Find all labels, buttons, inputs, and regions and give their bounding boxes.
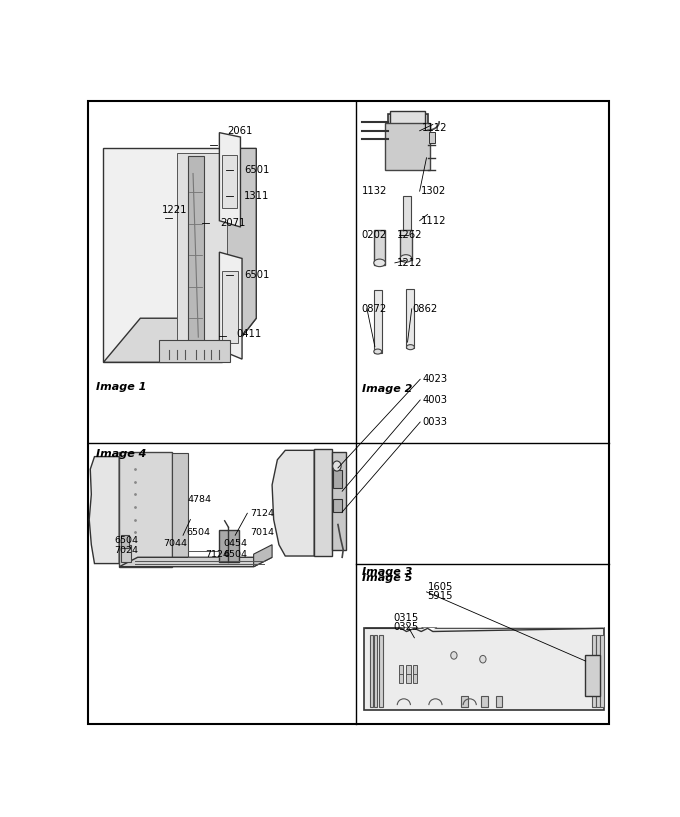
- Bar: [600, 635, 604, 707]
- Text: Image 4: Image 4: [95, 449, 146, 459]
- Polygon shape: [220, 252, 242, 359]
- Text: 0033: 0033: [422, 417, 447, 427]
- Text: Image 2: Image 2: [362, 384, 412, 395]
- Text: 1212: 1212: [397, 258, 422, 268]
- Text: 1132: 1132: [362, 186, 387, 196]
- Bar: [220, 529, 239, 562]
- Text: 4784: 4784: [188, 495, 211, 504]
- Polygon shape: [89, 457, 119, 564]
- Bar: [388, 114, 428, 167]
- Text: 0325: 0325: [394, 622, 419, 632]
- Text: 0315: 0315: [394, 614, 419, 623]
- Bar: [481, 696, 488, 707]
- Text: 2061: 2061: [227, 126, 253, 136]
- Text: Image 5: Image 5: [362, 573, 412, 583]
- Bar: [222, 154, 237, 208]
- Text: 0454: 0454: [223, 539, 247, 548]
- Bar: [413, 666, 417, 675]
- Text: 0872: 0872: [362, 304, 387, 314]
- Text: 1311: 1311: [244, 190, 269, 200]
- Ellipse shape: [374, 349, 381, 354]
- Polygon shape: [103, 318, 256, 362]
- Bar: [370, 635, 373, 707]
- Bar: [364, 627, 604, 709]
- Polygon shape: [332, 452, 346, 550]
- Polygon shape: [364, 627, 604, 632]
- Bar: [585, 654, 600, 696]
- Ellipse shape: [374, 259, 386, 266]
- Bar: [592, 635, 596, 707]
- Text: 0862: 0862: [413, 304, 438, 314]
- Text: 1605: 1605: [428, 583, 453, 592]
- Text: 7044: 7044: [163, 539, 187, 548]
- Text: 5915: 5915: [428, 592, 453, 601]
- Bar: [400, 230, 412, 261]
- Text: 7024: 7024: [114, 547, 138, 556]
- Text: 7124: 7124: [205, 550, 229, 559]
- Bar: [333, 471, 342, 488]
- Polygon shape: [254, 545, 272, 567]
- Bar: [374, 290, 381, 353]
- Polygon shape: [188, 156, 203, 350]
- Bar: [596, 635, 600, 707]
- Bar: [379, 635, 383, 707]
- Ellipse shape: [400, 255, 412, 262]
- Bar: [374, 230, 386, 265]
- Text: 6504: 6504: [186, 528, 210, 537]
- Polygon shape: [119, 452, 172, 567]
- Bar: [374, 635, 377, 707]
- Bar: [121, 535, 129, 548]
- Bar: [403, 195, 411, 230]
- Bar: [461, 696, 468, 707]
- Bar: [407, 666, 411, 675]
- Text: 1302: 1302: [421, 186, 447, 196]
- Bar: [398, 666, 403, 675]
- Text: Image 1: Image 1: [95, 382, 146, 392]
- Text: 7124: 7124: [250, 509, 274, 518]
- Text: 0411: 0411: [237, 329, 262, 339]
- Bar: [386, 123, 430, 171]
- Text: 6504: 6504: [114, 536, 138, 545]
- Text: 0202: 0202: [362, 230, 387, 240]
- Polygon shape: [272, 450, 314, 556]
- Bar: [390, 110, 426, 139]
- Bar: [496, 696, 502, 707]
- Bar: [158, 340, 230, 362]
- Text: 6501: 6501: [244, 165, 269, 175]
- Circle shape: [333, 461, 341, 471]
- Polygon shape: [103, 149, 222, 362]
- Text: 1262: 1262: [397, 230, 422, 240]
- Bar: [413, 674, 417, 683]
- Bar: [121, 545, 131, 562]
- Ellipse shape: [407, 345, 414, 350]
- Bar: [333, 499, 342, 512]
- Text: 2071: 2071: [220, 217, 245, 228]
- Circle shape: [451, 652, 457, 659]
- Text: 1112: 1112: [421, 216, 447, 225]
- Text: 6504: 6504: [223, 550, 247, 559]
- Bar: [407, 674, 411, 683]
- Text: 6501: 6501: [244, 270, 269, 280]
- Bar: [222, 271, 238, 343]
- Polygon shape: [220, 132, 241, 227]
- Bar: [398, 674, 403, 683]
- Polygon shape: [119, 557, 272, 567]
- Text: Image 3: Image 3: [362, 567, 412, 577]
- Polygon shape: [177, 154, 227, 353]
- Bar: [428, 132, 435, 143]
- Text: 4023: 4023: [422, 374, 447, 384]
- Polygon shape: [314, 449, 332, 556]
- Text: 4003: 4003: [422, 395, 447, 405]
- Text: 7014: 7014: [250, 528, 274, 537]
- Text: 1221: 1221: [161, 205, 187, 215]
- Polygon shape: [222, 149, 256, 362]
- Text: 1112: 1112: [422, 123, 448, 133]
- Polygon shape: [172, 453, 188, 565]
- Circle shape: [479, 655, 486, 663]
- Bar: [407, 288, 414, 348]
